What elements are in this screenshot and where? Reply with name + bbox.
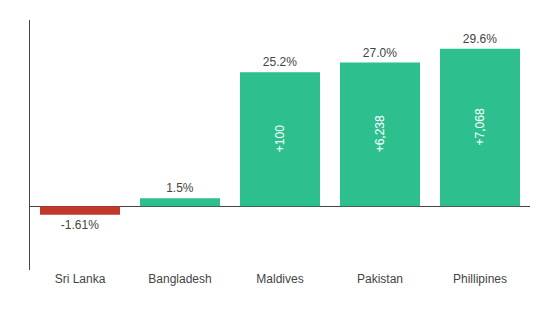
svg-text:Phillipines: Phillipines bbox=[453, 272, 507, 286]
svg-text:Pakistan: Pakistan bbox=[357, 272, 403, 286]
svg-text:+100: +100 bbox=[273, 125, 287, 152]
svg-text:Bangladesh: Bangladesh bbox=[148, 272, 211, 286]
svg-text:1.5%: 1.5% bbox=[166, 181, 194, 195]
svg-text:Sri Lanka: Sri Lanka bbox=[55, 272, 106, 286]
svg-text:29.6%: 29.6% bbox=[463, 32, 497, 46]
svg-text:Maldives: Maldives bbox=[256, 272, 303, 286]
svg-text:+6,238: +6,238 bbox=[373, 115, 387, 152]
svg-text:27.0%: 27.0% bbox=[363, 46, 397, 60]
svg-text:-1.61%: -1.61% bbox=[61, 218, 99, 232]
svg-text:25.2%: 25.2% bbox=[263, 55, 297, 69]
svg-text:+7,068: +7,068 bbox=[473, 108, 487, 145]
